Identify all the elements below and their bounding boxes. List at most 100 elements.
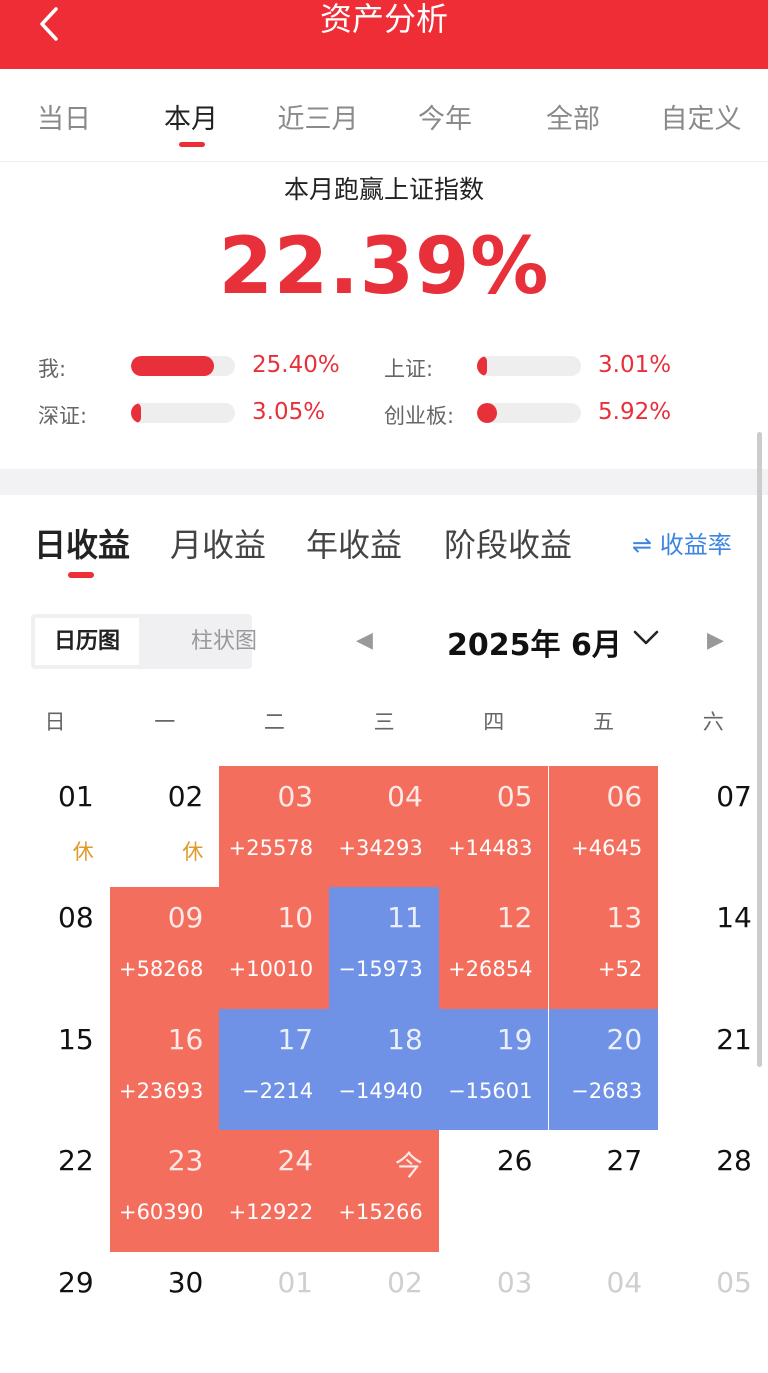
compare-bar-fill	[131, 356, 215, 376]
calendar-day-cell[interactable]: 11 −15973	[329, 887, 439, 1009]
calendar-day-cell[interactable]: 05 +14483	[438, 766, 549, 888]
active-tab-indicator	[179, 142, 205, 147]
day-number: 21	[716, 1022, 752, 1056]
compare-value-sh: 3.01%	[598, 352, 672, 378]
daily-income-value: +4645	[571, 836, 643, 860]
tab-today[interactable]: 当日	[37, 104, 91, 135]
calendar-day-cell[interactable]: 02	[329, 1252, 439, 1373]
calendar-day-cell[interactable]: 18 −14940	[329, 1008, 439, 1131]
month-title[interactable]: 2025年 6月	[447, 628, 622, 663]
day-number: 11	[387, 901, 423, 935]
tab-yearly-income[interactable]: 年收益	[306, 526, 403, 564]
calendar-day-cell[interactable]: 10 +10010	[219, 887, 330, 1009]
calendar-day-cell[interactable]: 09 +58268	[109, 887, 220, 1009]
compare-label-sz: 深证:	[38, 404, 88, 428]
day-number: 16	[167, 1022, 204, 1056]
day-number: 06	[606, 780, 643, 813]
section-divider	[0, 469, 768, 495]
header-bar: 资产分析	[0, 0, 768, 69]
day-number: 28	[716, 1144, 752, 1178]
calendar-day-cell[interactable]: 26	[439, 1130, 549, 1251]
day-number: 今	[394, 1149, 423, 1183]
tab-period-income[interactable]: 阶段收益	[444, 526, 573, 564]
calendar-day-cell[interactable]: 28	[658, 1130, 768, 1251]
calendar-day-cell[interactable]: 01	[219, 1252, 329, 1373]
summary-label: 本月跑赢上证指数	[283, 175, 484, 204]
calendar-day-cell[interactable]: 08	[0, 887, 110, 1008]
calendar-view-button[interactable]: 日历图	[35, 618, 139, 665]
daily-income-value: +25578	[228, 836, 314, 860]
calendar-day-cell[interactable]: 今 +15266	[329, 1130, 439, 1252]
yield-rate-link[interactable]: ⇌ 收益率	[632, 525, 732, 560]
calendar-day-cell[interactable]: 21	[658, 1009, 768, 1130]
calendar-day-cell[interactable]: 15	[0, 1009, 110, 1130]
daily-income-value: +58268	[118, 957, 204, 982]
day-number: 20	[606, 1022, 643, 1056]
compare-bar-sh	[477, 356, 581, 376]
back-arrow-icon[interactable]	[34, 6, 64, 42]
day-number: 23	[167, 1144, 204, 1178]
calendar-day-cell[interactable]: 02 休	[110, 766, 220, 887]
compare-value-cyb: 5.92%	[598, 399, 672, 425]
tab-monthly-income[interactable]: 月收益	[170, 526, 267, 564]
tab-custom[interactable]: 自定义	[660, 104, 742, 135]
tab-this-year[interactable]: 今年	[418, 104, 472, 135]
calendar-day-cell[interactable]: 19 −15601	[438, 1008, 549, 1131]
day-number: 18	[387, 1022, 423, 1056]
daily-income-value: +52	[597, 957, 643, 982]
weekday-label: 三	[373, 710, 395, 734]
daily-income-value: +34293	[338, 836, 423, 860]
calendar-day-cell[interactable]: 23 +60390	[109, 1130, 220, 1252]
chevron-down-icon[interactable]	[632, 626, 660, 650]
bar-view-button[interactable]: 柱状图	[190, 629, 257, 654]
compare-label-cyb: 创业板:	[384, 404, 455, 428]
calendar-day-cell[interactable]: 04	[549, 1252, 659, 1373]
calendar-day-cell[interactable]: 05	[658, 1252, 768, 1373]
calendar-day-cell[interactable]: 03	[439, 1252, 549, 1373]
calendar-day-cell[interactable]: 06 +4645	[548, 766, 659, 888]
day-number: 05	[496, 780, 533, 813]
tab-all[interactable]: 全部	[546, 104, 600, 135]
next-month-icon[interactable]: ▶	[707, 628, 724, 653]
calendar-day-cell[interactable]: 29	[0, 1252, 110, 1373]
calendar-day-cell[interactable]: 16 +23693	[109, 1008, 220, 1131]
tab-daily-income[interactable]: 日收益	[34, 526, 131, 564]
calendar-day-cell[interactable]: 24 +12922	[219, 1130, 330, 1252]
scrollbar[interactable]	[757, 432, 762, 1067]
calendar-day-cell[interactable]: 22	[0, 1130, 110, 1251]
calendar-day-cell[interactable]: 17 −2214	[219, 1008, 330, 1131]
calendar-day-cell[interactable]: 12 +26854	[438, 887, 549, 1009]
calendar-day-cell[interactable]: 03 +25578	[219, 766, 330, 888]
day-number: 10	[277, 901, 314, 935]
calendar-day-cell[interactable]: 27	[549, 1130, 659, 1251]
calendar-day-cell[interactable]: 20 −2683	[548, 1008, 659, 1131]
day-number: 24	[277, 1144, 314, 1178]
day-number: 04	[387, 780, 423, 813]
calendar-day-cell[interactable]: 07	[658, 766, 768, 887]
compare-bar-fill	[131, 403, 142, 423]
prev-month-icon[interactable]: ◀	[356, 628, 373, 653]
daily-income-value: +23693	[118, 1078, 204, 1103]
day-number: 19	[496, 1022, 533, 1056]
day-number: 12	[496, 901, 533, 935]
income-tab-indicator	[68, 572, 94, 578]
calendar-day-cell[interactable]: 13 +52	[548, 887, 659, 1009]
page-title: 资产分析	[319, 0, 448, 38]
calendar-day-cell[interactable]: 04 +34293	[329, 766, 439, 888]
holiday-label: 休	[182, 840, 204, 864]
calendar-day-cell[interactable]: 14	[658, 887, 768, 1008]
daily-income-value: −15601	[448, 1078, 533, 1103]
tab-this-month[interactable]: 本月	[164, 104, 218, 135]
tab-last-three-months[interactable]: 近三月	[277, 104, 359, 135]
daily-income-value: +10010	[228, 957, 314, 982]
view-toggle: 日历图 柱状图	[31, 614, 257, 669]
compare-bar-fill	[477, 356, 488, 376]
calendar-day-cell[interactable]: 30	[110, 1252, 220, 1373]
weekday-label: 五	[593, 710, 614, 734]
day-number: 02	[387, 1265, 423, 1299]
weekday-label: 一	[154, 710, 176, 734]
summary-value: 22.39%	[218, 222, 550, 312]
daily-income-value: −2214	[242, 1078, 314, 1103]
calendar-day-cell[interactable]: 01 休	[0, 766, 110, 887]
day-number: 07	[716, 780, 752, 813]
